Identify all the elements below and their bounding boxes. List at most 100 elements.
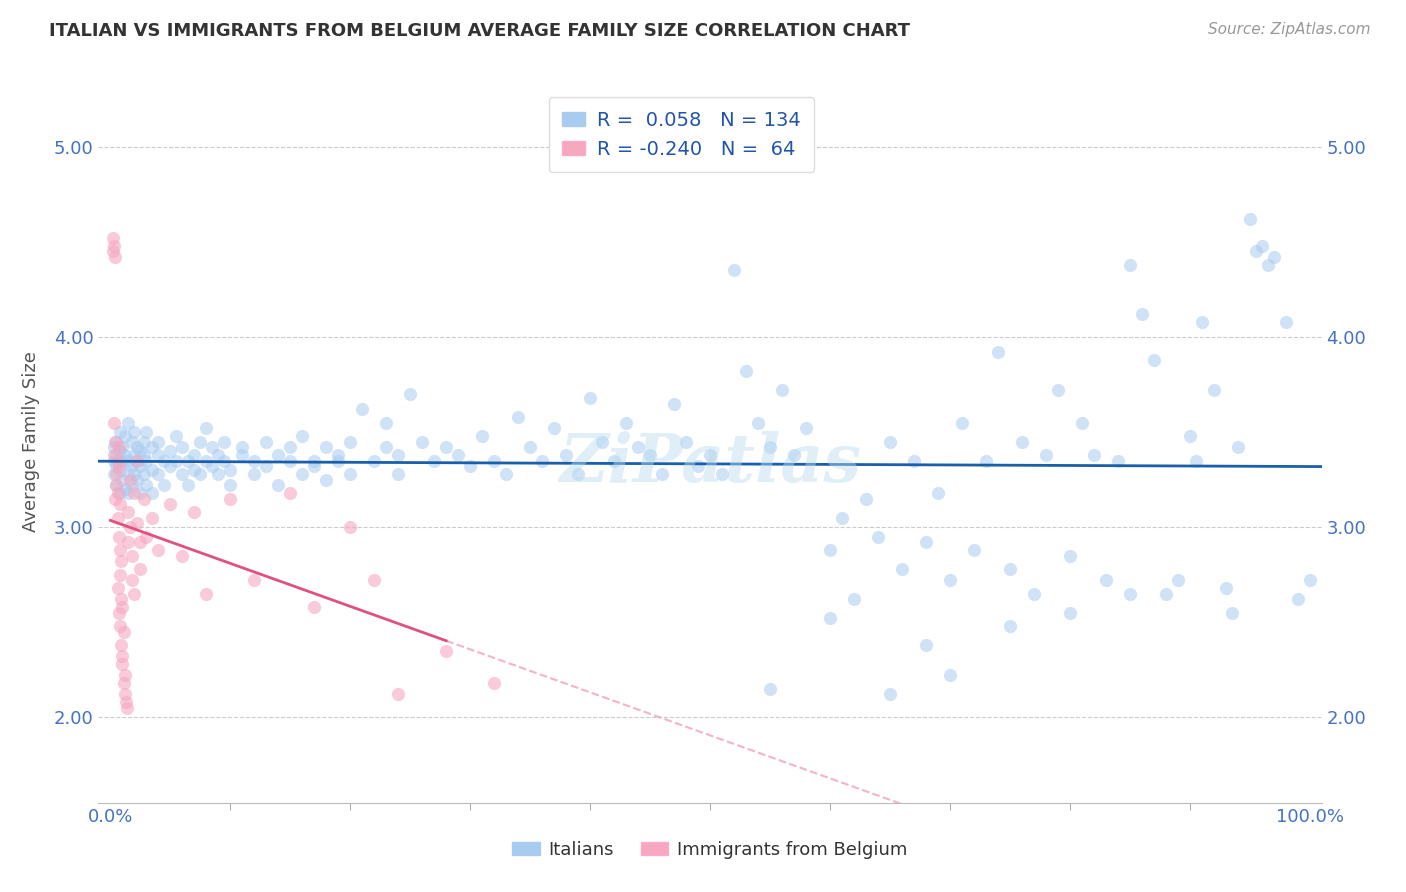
Point [121,434,143,449]
Point [129,486,152,500]
Point [117,453,139,467]
Point [177,453,200,467]
Point [107,581,129,595]
Point [159,497,181,511]
Point [363,453,385,467]
Point [723,263,745,277]
Point [132,467,155,481]
Point [879,434,901,449]
Point [132,491,155,506]
Point [339,434,361,449]
Point [387,467,409,481]
Point [172,467,194,481]
Point [110,554,132,568]
Point [219,463,242,477]
Point [214,453,236,467]
Point [627,440,650,454]
Point [243,574,266,588]
Point [531,453,554,467]
Point [267,448,290,462]
Point [124,467,146,481]
Point [219,478,242,492]
Point [375,416,398,430]
Point [855,491,877,506]
Point [219,491,242,506]
Point [927,486,949,500]
Point [114,687,136,701]
Point [195,421,218,435]
Point [447,448,470,462]
Point [108,606,129,620]
Point [129,444,152,458]
Point [794,421,817,435]
Text: ITALIAN VS IMMIGRANTS FROM BELGIUM AVERAGE FAMILY SIZE CORRELATION CHART: ITALIAN VS IMMIGRANTS FROM BELGIUM AVERA… [49,22,910,40]
Point [121,549,143,563]
Point [304,459,326,474]
Point [148,434,170,449]
Point [172,440,194,454]
Point [125,516,148,531]
Point [101,244,124,259]
Point [172,549,194,563]
Point [243,467,266,481]
Point [1274,315,1296,329]
Point [998,619,1021,633]
Point [304,453,326,467]
Point [188,467,211,481]
Point [214,434,236,449]
Point [125,453,148,467]
Point [108,486,131,500]
Point [662,396,685,410]
Legend: Italians, Immigrants from Belgium: Italians, Immigrants from Belgium [505,834,915,866]
Point [125,473,148,487]
Point [148,542,170,557]
Point [1022,587,1045,601]
Point [117,467,139,481]
Point [1130,307,1153,321]
Point [591,434,613,449]
Point [434,643,457,657]
Point [104,491,127,506]
Point [363,574,385,588]
Point [105,448,128,462]
Point [747,416,769,430]
Point [111,649,134,664]
Point [108,619,131,633]
Point [482,676,505,690]
Point [129,562,152,576]
Point [842,592,865,607]
Point [117,486,139,500]
Point [339,520,361,534]
Point [118,473,141,487]
Point [231,440,253,454]
Point [111,599,134,614]
Point [103,453,125,467]
Point [1094,574,1116,588]
Point [1119,258,1142,272]
Point [104,434,127,449]
Text: ZiPatlas: ZiPatlas [560,431,860,496]
Point [567,467,589,481]
Point [998,562,1021,576]
Point [1046,383,1069,397]
Point [111,657,134,671]
Point [135,530,157,544]
Point [124,486,146,500]
Point [105,478,128,492]
Point [135,478,157,492]
Point [1191,315,1213,329]
Point [328,448,350,462]
Point [105,478,128,492]
Point [112,676,135,690]
Point [110,592,132,607]
Point [141,510,163,524]
Point [411,434,433,449]
Point [141,463,163,477]
Point [278,453,301,467]
Point [579,391,602,405]
Point [108,567,131,582]
Point [939,574,962,588]
Point [482,453,505,467]
Point [915,638,938,652]
Point [1298,574,1320,588]
